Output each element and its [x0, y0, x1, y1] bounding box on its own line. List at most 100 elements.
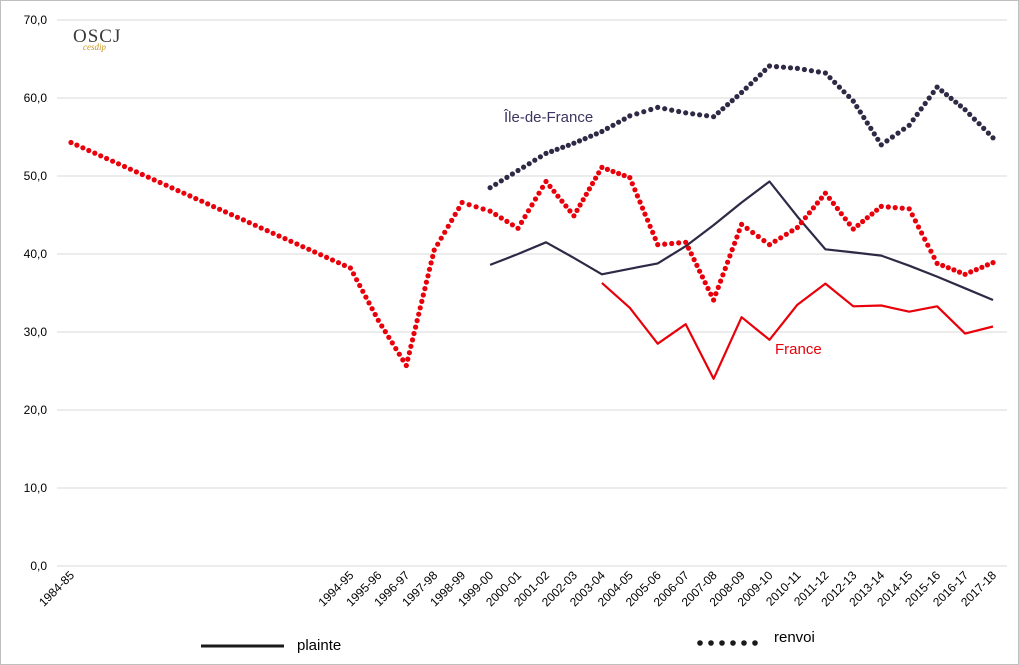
data-dot	[878, 203, 884, 209]
data-dot	[522, 214, 528, 220]
data-dot	[403, 362, 409, 369]
data-dot	[163, 182, 169, 188]
data-dot	[509, 171, 515, 177]
y-tick-label: 70,0	[24, 13, 48, 27]
data-dot	[414, 318, 420, 324]
data-dot	[676, 240, 682, 246]
data-dot	[918, 106, 924, 112]
data-dot	[526, 161, 532, 167]
data-dot	[379, 323, 385, 329]
data-dot	[688, 251, 694, 257]
data-dot	[838, 211, 844, 217]
data-dot	[976, 121, 982, 127]
legend: plainte renvoi	[201, 629, 815, 654]
data-dot	[836, 84, 843, 90]
data-dot	[962, 271, 968, 277]
data-dot	[438, 235, 444, 241]
data-dot	[662, 106, 668, 112]
data-dot	[750, 229, 756, 236]
data-dot	[312, 249, 318, 255]
series-line	[601, 282, 994, 380]
data-dot	[139, 171, 145, 178]
data-dot	[193, 196, 199, 202]
data-dot	[899, 205, 905, 211]
data-dot	[442, 229, 448, 235]
data-dot	[363, 294, 369, 300]
data-dot	[428, 260, 434, 266]
data-dot	[610, 122, 616, 128]
data-dot	[621, 172, 627, 179]
data-dot	[360, 288, 366, 294]
data-dot	[919, 230, 925, 236]
data-dot	[868, 125, 874, 131]
data-dot	[582, 136, 588, 142]
data-dot	[430, 253, 436, 260]
data-dot	[551, 188, 557, 194]
data-dot	[593, 175, 599, 181]
data-dot	[773, 64, 780, 70]
data-dot	[722, 265, 728, 272]
data-dot	[685, 245, 692, 251]
data-dot	[984, 262, 991, 268]
data-dot	[515, 225, 521, 231]
series-france-plainte	[601, 282, 994, 380]
data-dot	[639, 205, 646, 211]
data-dot	[967, 111, 973, 117]
data-dot	[906, 122, 912, 128]
data-dot	[406, 350, 412, 356]
data-dot	[676, 108, 682, 115]
data-dot	[641, 109, 647, 115]
data-dot	[318, 252, 324, 258]
data-dot	[347, 265, 353, 271]
data-dot	[127, 166, 133, 172]
data-dot	[973, 267, 979, 273]
data-dot	[648, 106, 654, 113]
data-dot	[525, 208, 532, 214]
data-dot	[133, 169, 139, 175]
data-dot	[400, 357, 406, 363]
data-dot	[425, 273, 431, 279]
data-dot	[181, 190, 187, 196]
data-dot	[801, 66, 808, 73]
data-dot	[725, 259, 731, 265]
data-dot	[711, 297, 717, 303]
data-dot	[744, 225, 750, 231]
data-dot	[504, 174, 510, 180]
data-dot	[539, 184, 546, 190]
data-dot	[560, 144, 566, 150]
data-dot	[850, 98, 856, 104]
data-dot	[413, 324, 419, 330]
data-dot	[98, 153, 104, 159]
data-dot	[449, 217, 455, 223]
data-dot	[869, 211, 875, 217]
data-dot	[369, 306, 375, 312]
data-dot	[697, 268, 703, 274]
data-dot	[435, 241, 441, 247]
data-dot	[725, 102, 731, 108]
data-dot	[789, 228, 795, 234]
data-dot	[885, 204, 891, 210]
data-dot	[543, 150, 549, 156]
data-dot	[409, 337, 416, 343]
data-dot	[766, 63, 773, 69]
data-dot	[487, 208, 493, 214]
data-dot	[637, 199, 643, 205]
data-dot	[928, 248, 934, 254]
data-dot	[729, 98, 735, 104]
data-dot	[282, 236, 288, 242]
data-dot	[783, 231, 789, 237]
data-dot	[498, 215, 504, 221]
data-dot	[589, 180, 596, 187]
data-dot	[571, 140, 577, 146]
data-dot	[956, 269, 963, 275]
data-dot	[604, 166, 611, 172]
data-dot	[945, 265, 951, 271]
data-dot	[426, 266, 433, 272]
data-dot	[780, 64, 787, 70]
data-dot	[480, 206, 486, 212]
data-dot	[445, 223, 451, 229]
data-dot	[787, 65, 794, 71]
data-dot	[910, 117, 916, 123]
data-dot	[981, 125, 987, 131]
